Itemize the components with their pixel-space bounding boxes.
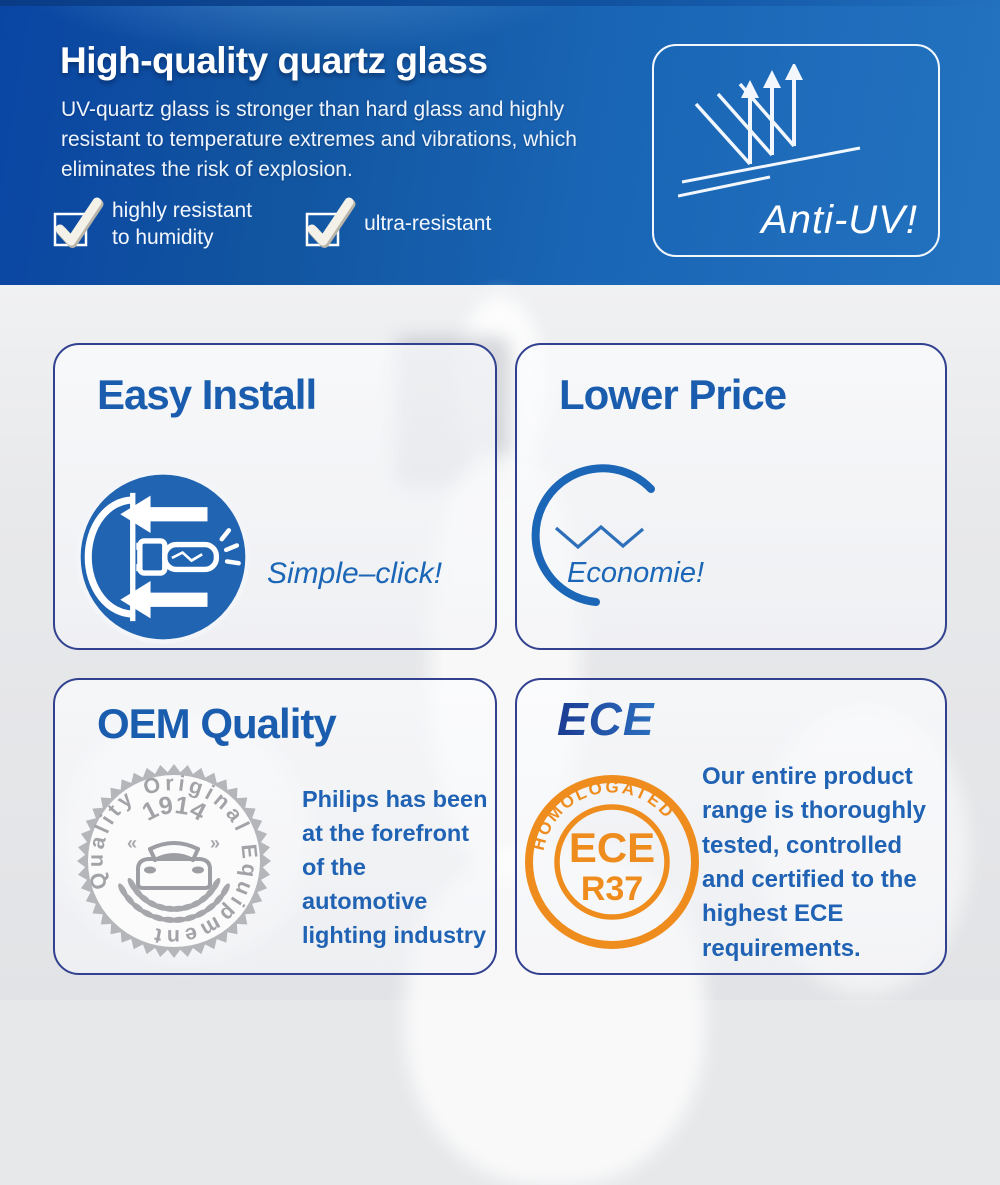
check-item-ultra-resistant: ultra-resistant	[304, 196, 491, 252]
economy-curve-icon	[531, 464, 655, 606]
card-oem-quality: OEM Quality Quality Original Equipment 1…	[53, 678, 497, 975]
banner-title: High-quality quartz glass	[60, 40, 488, 81]
features-section: Easy Install Simple–click!	[0, 285, 1000, 1185]
car-icon	[136, 841, 212, 890]
laurel-wreath-icon	[118, 877, 230, 923]
stamp-r37-text: R37	[581, 870, 643, 908]
stamp-ece-text: ECE	[569, 824, 655, 871]
uv-reflect-arrows-icon	[678, 64, 861, 198]
check-item-humidity: highly resistant to humidity	[52, 196, 252, 252]
card-body-text: Philips has been at the forefront of the…	[302, 786, 488, 949]
check-label: highly resistant to humidity	[112, 198, 253, 249]
card-body-text: Our entire product range is thoroughly t…	[702, 763, 927, 962]
card-title: Easy Install	[97, 371, 317, 418]
banner: High-quality quartz glass UV-quartz glas…	[0, 0, 1000, 285]
banner-description: UV-quartz glass is stronger than hard gl…	[61, 98, 577, 182]
bulb-click-install-icon	[76, 470, 250, 644]
oem-seal-icon: Quality Original Equipment 1914 « »	[77, 764, 271, 958]
card-caption: Simple–click!	[267, 557, 443, 590]
seal-right-mark: »	[210, 833, 220, 853]
card-title: Lower Price	[559, 371, 787, 418]
anti-uv-label: Anti-UV!	[761, 198, 918, 242]
card-easy-install: Easy Install Simple–click!	[53, 343, 497, 650]
card-lower-price: Lower Price Economie!	[515, 343, 947, 650]
card-ece: ECE HOMOLOGATED ECE R37 Our entire produ…	[515, 678, 947, 975]
seal-left-mark: «	[127, 833, 137, 853]
anti-uv-badge: Anti-UV!	[652, 44, 940, 257]
checkmark-icon	[53, 197, 104, 248]
checkmark-icon	[305, 197, 356, 248]
check-label: ultra-resistant	[364, 212, 492, 236]
card-caption: Economie!	[567, 557, 705, 589]
card-title: OEM Quality	[97, 700, 337, 747]
card-title: ECE	[557, 693, 655, 745]
ece-r37-stamp-icon: HOMOLOGATED ECE R37	[525, 775, 699, 949]
banner-checklist: highly resistant to humidity ultra-resis…	[52, 196, 491, 252]
